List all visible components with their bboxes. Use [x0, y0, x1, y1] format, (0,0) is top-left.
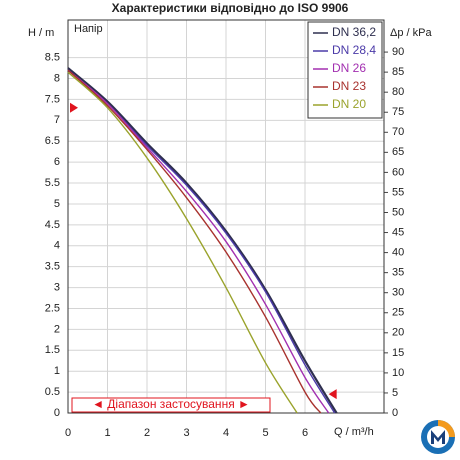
legend: DN 36,2 DN 28,4 DN 26 DN 23 DN 20	[307, 21, 383, 119]
y2-tick-label: 80	[392, 86, 404, 98]
y2-tick-label: 40	[392, 246, 404, 258]
series-line	[67, 71, 298, 414]
series-line	[67, 69, 330, 414]
y-tick-label: 7	[54, 114, 60, 126]
x-tick-label: 0	[65, 427, 71, 439]
y2-tick-label: 90	[392, 46, 404, 58]
y-tick-label: 6.5	[45, 135, 60, 147]
range-marker	[70, 102, 78, 113]
x-tick-label: 1	[104, 427, 110, 439]
y-tick-label: 0.5	[45, 386, 60, 398]
y-tick-label: 3.5	[45, 261, 60, 273]
y-tick-label: 4	[54, 240, 60, 252]
range-label: ◄ Діапазон застосування ►	[92, 397, 250, 411]
y2-axis-label: Δp / kPa	[390, 27, 432, 39]
y2-tick-label: 5	[392, 387, 398, 399]
y-tick-label: 6	[54, 156, 60, 168]
x-tick-label: 5	[262, 427, 268, 439]
y2-tick-label: 70	[392, 126, 404, 138]
y2-tick-label: 85	[392, 66, 404, 78]
y2-tick-label: 15	[392, 347, 404, 359]
y-tick-label: 7.5	[45, 93, 60, 105]
y-tick-label: 3	[54, 281, 60, 293]
legend-label: DN 23	[332, 79, 366, 93]
y-tick-label: 2	[54, 323, 60, 335]
y2-tick-label: 75	[392, 106, 404, 118]
y2-tick-label: 35	[392, 267, 404, 279]
y2-tick-label: 45	[392, 226, 404, 238]
y2-tick-label: 30	[392, 287, 404, 299]
legend-label: DN 36,2	[332, 25, 376, 39]
y2-tick-label: 0	[392, 407, 398, 419]
x-tick-label: 2	[144, 427, 150, 439]
y2-tick-label: 10	[392, 367, 404, 379]
range-box	[71, 397, 271, 413]
legend-label: DN 26	[332, 61, 366, 75]
logo-accent	[438, 420, 455, 437]
y-tick-label: 8	[54, 72, 60, 84]
series-line	[67, 67, 338, 414]
y2-tick-label: 50	[392, 206, 404, 218]
x-tick-label: 6	[302, 427, 308, 439]
x-axis-label: Q / m³/h	[334, 426, 374, 438]
y2-tick-label: 60	[392, 166, 404, 178]
legend-box	[307, 21, 383, 119]
y-tick-label: 1.5	[45, 344, 60, 356]
series-line	[67, 69, 322, 414]
inner-label: Напір	[74, 23, 103, 35]
y-tick-label: 4.5	[45, 219, 60, 231]
logo	[421, 420, 455, 454]
y-axis-label: H / m	[28, 27, 54, 39]
y2-tick-label: 65	[392, 146, 404, 158]
y-tick-label: 5	[54, 198, 60, 210]
y-tick-label: 5.5	[45, 177, 60, 189]
chart-title: Характеристики відповідно до ISO 9906	[112, 1, 349, 15]
y-tick-label: 1	[54, 365, 60, 377]
y-tick-label: 8.5	[45, 52, 60, 64]
legend-label: DN 20	[332, 97, 366, 111]
y-tick-label: 0	[54, 407, 60, 419]
y2-tick-label: 55	[392, 186, 404, 198]
y-tick-label: 2.5	[45, 302, 60, 314]
logo-center	[427, 426, 449, 448]
logo-letter	[431, 430, 445, 444]
x-tick-label: 4	[223, 427, 229, 439]
x-tick-label: 3	[183, 427, 189, 439]
range-marker	[328, 389, 337, 400]
plot-frame	[67, 19, 385, 414]
y2-tick-label: 20	[392, 327, 404, 339]
legend-label: DN 28,4	[332, 43, 376, 57]
y2-tick-label: 25	[392, 307, 404, 319]
